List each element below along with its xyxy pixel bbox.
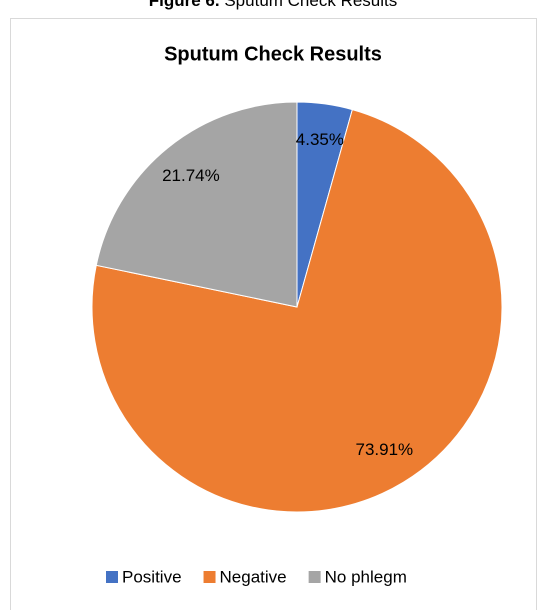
legend: Positive Negative No phlegm	[106, 567, 407, 586]
data-label: 21.74%	[162, 166, 220, 185]
legend-label: No phlegm	[325, 567, 407, 586]
pie: 4.35% 73.91% 21.74%	[91, 101, 503, 513]
pie-slice	[91, 108, 503, 513]
legend-swatch	[106, 571, 118, 583]
figure-caption: Figure 6. Sputum Check Results	[149, 0, 398, 10]
chart-title: Sputum Check Results	[164, 43, 382, 65]
caption-text: Sputum Check Results	[224, 0, 397, 10]
legend-swatch	[203, 571, 216, 583]
legend-label: Positive	[122, 567, 182, 586]
legend-swatch	[308, 571, 321, 583]
legend-label: Negative	[220, 567, 287, 586]
data-label: 73.91%	[356, 440, 414, 459]
data-label: 4.35%	[296, 130, 344, 149]
pie-slice	[95, 101, 298, 308]
caption-label: Figure 6.	[149, 0, 220, 10]
